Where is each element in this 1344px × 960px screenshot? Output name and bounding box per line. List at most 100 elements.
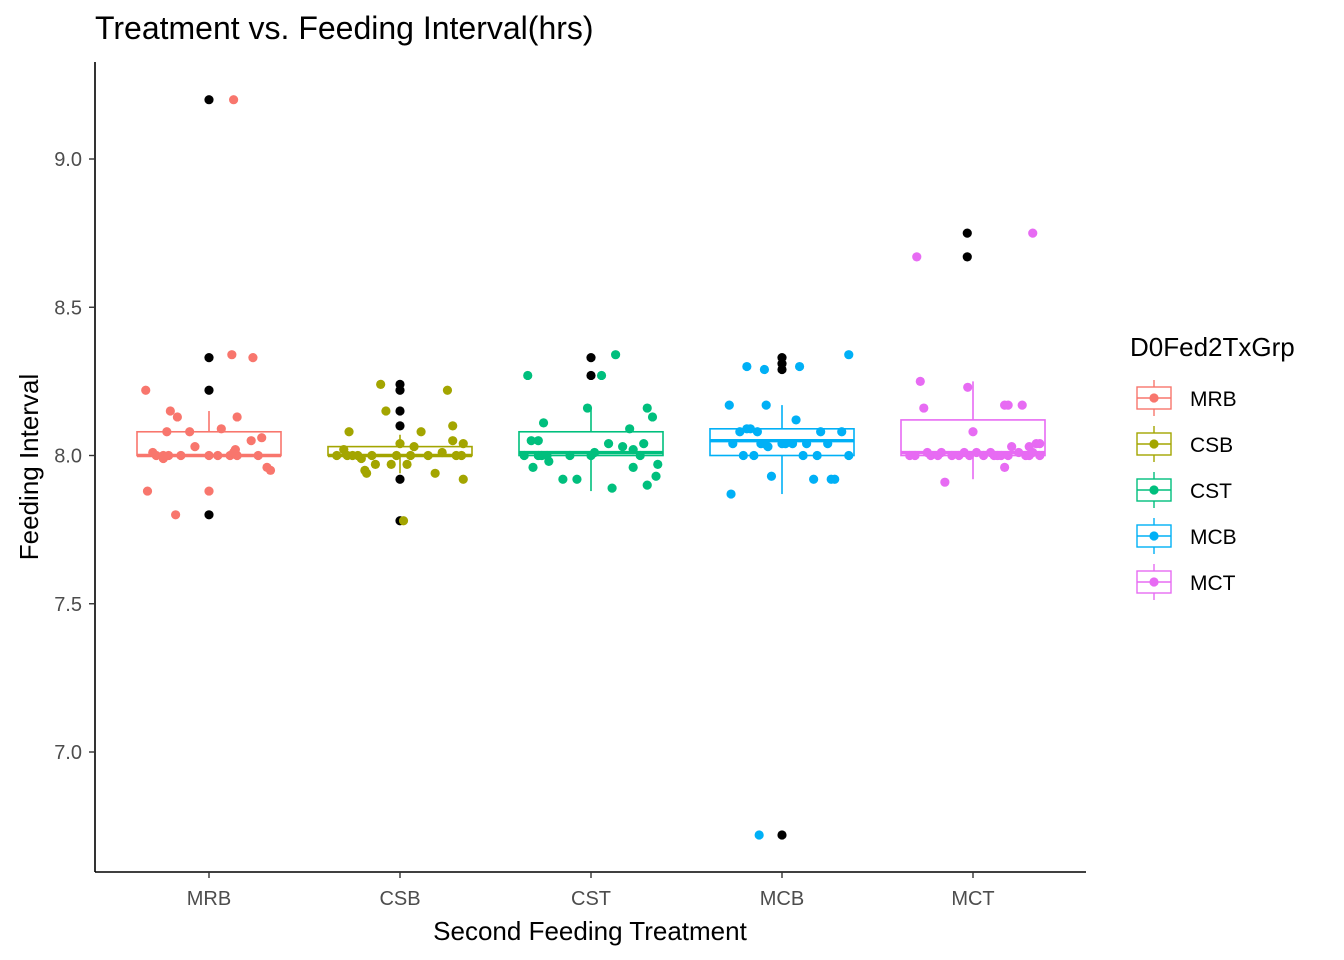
data-point <box>728 439 738 449</box>
chart-title: Treatment vs. Feeding Interval(hrs) <box>95 10 594 46</box>
legend-key-point <box>1149 531 1159 541</box>
data-point <box>724 400 734 410</box>
data-point <box>141 385 151 395</box>
data-point <box>809 474 819 484</box>
data-point <box>176 450 186 461</box>
data-point <box>381 406 391 416</box>
data-point <box>787 439 798 449</box>
data-point <box>437 447 447 458</box>
legend-item-mcb: MCB <box>1136 518 1237 554</box>
data-point <box>171 510 181 520</box>
data-point <box>964 450 975 461</box>
legend-label: CSB <box>1190 434 1233 457</box>
data-point <box>780 439 791 449</box>
data-point <box>971 447 982 458</box>
data-point <box>248 353 258 363</box>
data-point <box>151 450 161 461</box>
data-point <box>204 486 214 496</box>
data-point <box>651 471 661 481</box>
data-point <box>963 382 973 392</box>
x-tick-label: MCT <box>951 888 994 910</box>
outlier-point <box>962 252 972 262</box>
series-csb <box>327 379 473 526</box>
data-point <box>165 406 175 416</box>
legend-item-mrb: MRB <box>1136 380 1237 416</box>
data-point <box>423 450 433 461</box>
data-point <box>582 403 593 413</box>
legend: D0Fed2TxGrp MRB CSB CST MCB MCT <box>1130 332 1295 600</box>
data-point <box>611 350 621 360</box>
data-point <box>458 439 468 449</box>
data-point <box>947 450 957 461</box>
data-point <box>416 427 426 437</box>
outlier-point <box>777 830 787 840</box>
data-point <box>628 462 638 472</box>
data-point <box>844 450 854 461</box>
data-point <box>257 433 267 443</box>
data-point <box>442 385 453 395</box>
data-point <box>812 450 822 461</box>
data-point <box>625 424 635 434</box>
data-point <box>216 424 226 434</box>
y-axis-title: Feeding Interval <box>14 374 44 560</box>
data-point <box>544 456 554 467</box>
outlier-point <box>395 421 405 431</box>
outlier-point <box>962 228 972 238</box>
data-point <box>344 427 354 437</box>
data-point <box>830 474 840 484</box>
data-point <box>647 412 658 422</box>
data-point <box>172 412 182 422</box>
y-tick-label: 7.5 <box>54 594 82 616</box>
data-point <box>565 450 575 461</box>
legend-label: MCT <box>1190 572 1236 595</box>
data-point <box>448 436 458 446</box>
data-point <box>794 361 805 372</box>
data-point <box>367 450 377 461</box>
data-point <box>910 450 920 461</box>
data-point <box>759 364 770 375</box>
data-point <box>1028 447 1038 458</box>
data-point <box>185 427 195 437</box>
y-tick-label: 8.0 <box>54 446 82 468</box>
legend-item-mct: MCT <box>1136 564 1236 600</box>
data-point <box>823 439 833 449</box>
data-point <box>409 442 419 452</box>
data-point <box>362 468 372 478</box>
data-point <box>230 444 240 455</box>
data-point <box>642 480 652 490</box>
outlier-point <box>395 474 405 484</box>
data-point <box>213 450 223 461</box>
data-point <box>246 436 256 446</box>
outlier-point <box>395 385 405 395</box>
data-point <box>642 403 652 413</box>
x-axis-title: Second Feeding Treatment <box>433 916 747 946</box>
outlier-point <box>777 364 787 375</box>
data-point <box>405 450 416 461</box>
data-point <box>816 427 826 437</box>
legend-title: D0Fed2TxGrp <box>1130 332 1295 362</box>
data-point <box>978 450 989 461</box>
legend-key-point <box>1149 439 1159 449</box>
data-point <box>458 474 468 484</box>
outlier-point <box>204 95 214 105</box>
data-point <box>915 376 925 386</box>
data-point <box>538 418 549 428</box>
data-point <box>162 427 172 437</box>
series-mrb <box>136 95 282 520</box>
legend-key-point <box>1149 577 1159 587</box>
x-tick-label: CSB <box>379 888 420 910</box>
outlier-point <box>204 353 214 363</box>
legend-label: MRB <box>1190 388 1237 411</box>
data-point <box>558 474 568 484</box>
outlier-point <box>586 370 596 381</box>
data-point <box>204 450 214 461</box>
data-point <box>589 447 600 458</box>
data-point <box>742 361 752 372</box>
data-point <box>163 450 174 461</box>
data-point <box>735 427 745 437</box>
data-point <box>639 439 649 449</box>
data-point <box>1007 442 1017 452</box>
data-point <box>1035 450 1045 461</box>
data-point <box>356 453 366 464</box>
